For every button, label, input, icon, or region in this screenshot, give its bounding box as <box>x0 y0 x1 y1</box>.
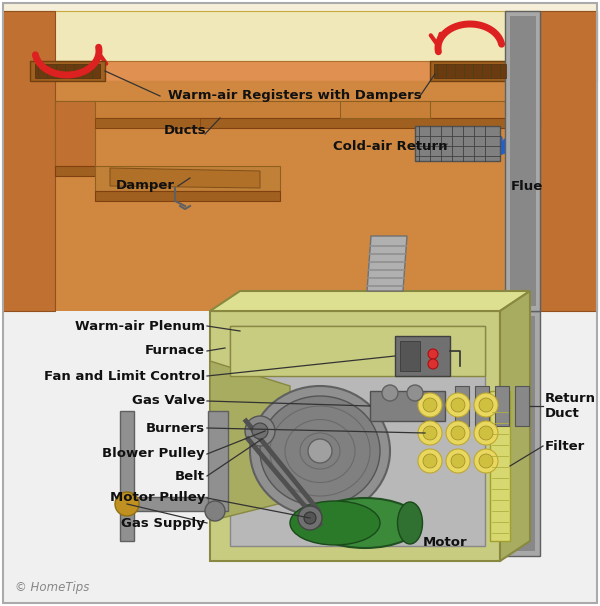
Circle shape <box>451 454 465 468</box>
Polygon shape <box>367 236 407 291</box>
Ellipse shape <box>250 386 390 516</box>
Text: Fan and Limit Control: Fan and Limit Control <box>44 370 205 382</box>
Polygon shape <box>55 101 95 166</box>
FancyBboxPatch shape <box>400 341 420 371</box>
FancyBboxPatch shape <box>475 386 489 426</box>
Circle shape <box>451 426 465 440</box>
Text: Warm-air Plenum: Warm-air Plenum <box>75 319 205 333</box>
Circle shape <box>474 421 498 445</box>
FancyBboxPatch shape <box>455 386 469 426</box>
FancyBboxPatch shape <box>395 336 450 376</box>
Circle shape <box>252 423 268 439</box>
FancyBboxPatch shape <box>3 308 597 603</box>
Circle shape <box>308 439 332 463</box>
Polygon shape <box>55 166 95 176</box>
Circle shape <box>418 449 442 473</box>
FancyBboxPatch shape <box>208 411 228 511</box>
Circle shape <box>474 393 498 417</box>
Text: Warm-air Registers with Dampers: Warm-air Registers with Dampers <box>168 90 422 102</box>
Circle shape <box>479 398 493 412</box>
Text: Motor Pulley: Motor Pulley <box>110 491 205 505</box>
Text: © HomeTips: © HomeTips <box>15 582 89 594</box>
Circle shape <box>428 349 438 359</box>
Polygon shape <box>3 61 597 81</box>
FancyBboxPatch shape <box>120 497 210 511</box>
Ellipse shape <box>310 498 420 548</box>
Text: Ducts: Ducts <box>164 124 206 138</box>
Polygon shape <box>30 61 105 81</box>
Polygon shape <box>95 191 280 201</box>
FancyBboxPatch shape <box>120 411 134 541</box>
Circle shape <box>418 421 442 445</box>
Polygon shape <box>3 81 597 311</box>
FancyBboxPatch shape <box>495 386 509 426</box>
Text: Furnace: Furnace <box>145 344 205 358</box>
Circle shape <box>245 416 275 446</box>
FancyBboxPatch shape <box>370 391 445 421</box>
FancyBboxPatch shape <box>490 391 510 541</box>
Polygon shape <box>540 11 597 311</box>
Text: Flue: Flue <box>511 179 543 193</box>
Circle shape <box>446 421 470 445</box>
Polygon shape <box>95 118 200 128</box>
Polygon shape <box>430 61 510 81</box>
Circle shape <box>418 393 442 417</box>
Circle shape <box>115 492 139 516</box>
Text: Return
Duct: Return Duct <box>545 392 596 420</box>
Polygon shape <box>434 64 506 78</box>
Polygon shape <box>110 168 260 188</box>
Ellipse shape <box>260 396 380 506</box>
Polygon shape <box>505 11 540 311</box>
Polygon shape <box>95 166 280 191</box>
Circle shape <box>451 398 465 412</box>
Circle shape <box>446 393 470 417</box>
Polygon shape <box>35 64 100 78</box>
Circle shape <box>446 449 470 473</box>
Circle shape <box>423 398 437 412</box>
FancyBboxPatch shape <box>3 3 597 311</box>
Polygon shape <box>55 118 540 128</box>
Circle shape <box>423 454 437 468</box>
Circle shape <box>474 449 498 473</box>
Text: Burners: Burners <box>146 422 205 435</box>
Ellipse shape <box>398 502 422 544</box>
Polygon shape <box>230 326 485 376</box>
Polygon shape <box>210 291 530 311</box>
Polygon shape <box>415 126 500 161</box>
Polygon shape <box>340 101 430 118</box>
Polygon shape <box>3 11 597 61</box>
FancyBboxPatch shape <box>515 386 529 426</box>
Polygon shape <box>500 291 530 561</box>
Text: Filter: Filter <box>545 439 585 453</box>
Polygon shape <box>510 316 535 551</box>
Text: Belt: Belt <box>175 470 205 482</box>
Text: Cold-air Return: Cold-air Return <box>333 139 447 153</box>
Polygon shape <box>210 311 500 561</box>
Polygon shape <box>55 101 540 118</box>
Text: Gas Valve: Gas Valve <box>132 395 205 407</box>
Text: Motor: Motor <box>422 536 467 550</box>
Polygon shape <box>230 326 485 546</box>
Circle shape <box>479 426 493 440</box>
Circle shape <box>407 385 423 401</box>
Circle shape <box>298 506 322 530</box>
Polygon shape <box>210 361 290 521</box>
Circle shape <box>382 385 398 401</box>
Circle shape <box>423 426 437 440</box>
Circle shape <box>205 501 225 521</box>
Text: Damper: Damper <box>115 179 175 193</box>
Text: Gas Supply: Gas Supply <box>121 516 205 530</box>
Ellipse shape <box>290 501 380 545</box>
Circle shape <box>304 512 316 524</box>
Text: Blower Pulley: Blower Pulley <box>103 447 205 461</box>
Polygon shape <box>505 311 540 556</box>
Circle shape <box>428 359 438 369</box>
Circle shape <box>479 454 493 468</box>
Polygon shape <box>510 16 536 306</box>
Polygon shape <box>3 11 55 311</box>
